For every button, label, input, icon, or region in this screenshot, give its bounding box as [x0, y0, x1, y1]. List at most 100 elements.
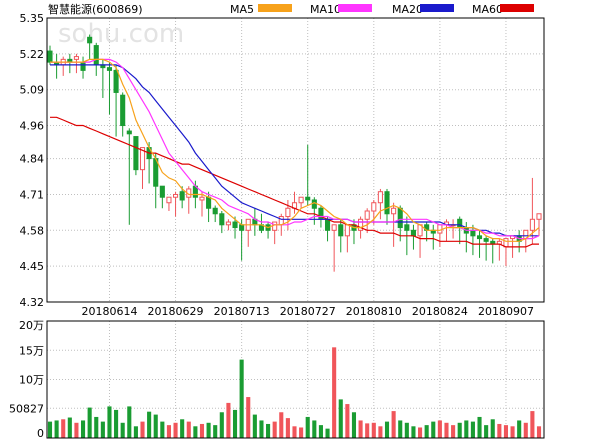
volume-bar-down	[80, 420, 86, 438]
volume-bar-down	[206, 422, 211, 438]
price-y-tick-label: 4.96	[20, 120, 45, 133]
candle	[126, 128, 132, 225]
volume-bar-up	[74, 422, 79, 438]
candle-body-down	[212, 207, 218, 215]
candle	[490, 238, 496, 264]
volume-panel: 20万 15万 10万 50827 0	[9, 319, 545, 440]
candle-body-down	[338, 224, 344, 237]
candle-body-down	[87, 36, 93, 44]
candle-body-down	[311, 199, 317, 209]
volume-bar-down	[305, 416, 310, 438]
volume-bar-up	[451, 425, 456, 438]
volume-bar-up	[365, 423, 370, 438]
candle	[364, 208, 370, 234]
volume-bar-up	[497, 423, 502, 438]
chart-header: 智慧能源(600869) MA5 MA10 MA20 MA60	[48, 2, 534, 16]
volume-bar-up	[503, 425, 509, 438]
candle	[443, 219, 450, 242]
volume-bar-down	[213, 425, 218, 438]
candle-body-up	[364, 210, 370, 220]
candle	[311, 197, 317, 225]
volume-bar-down	[477, 416, 482, 438]
candle-body-down	[305, 196, 311, 201]
volume-bar-down	[312, 420, 317, 438]
price-y-tick-label: 4.71	[20, 188, 45, 201]
candle	[212, 205, 218, 223]
candle	[470, 224, 476, 256]
legend-item-ma5: MA5	[230, 3, 292, 16]
volume-bar-up	[292, 426, 297, 438]
price-y-tick-label: 4.32	[20, 296, 45, 309]
volume-bar-up	[140, 421, 145, 438]
volume-bar-down	[398, 420, 403, 438]
volume-bar-down	[431, 421, 436, 438]
price-y-tick-label: 4.45	[20, 260, 45, 273]
date-tick-labels: 20180614 20180629 20180713 20180727 20180810…	[81, 305, 533, 318]
candle-body-down	[483, 238, 489, 242]
candle-body-down	[113, 69, 119, 93]
candle-body-down	[384, 191, 390, 215]
volume-bar-up	[437, 420, 442, 438]
volume-y-tick-label: 50827	[9, 402, 44, 415]
volume-bar-down	[411, 426, 416, 438]
candle	[351, 219, 357, 245]
volume-bar-up	[173, 422, 178, 438]
candle-body-up	[139, 147, 146, 171]
legend-item-ma10: MA10	[310, 3, 372, 16]
volume-bar-down	[404, 422, 409, 438]
candle	[483, 235, 489, 261]
volume-bar-down	[67, 417, 72, 438]
volume-bar-down	[100, 421, 105, 438]
volume-bar-up	[536, 426, 542, 438]
volume-bar-down	[87, 407, 92, 438]
volume-bar-up	[371, 422, 376, 438]
volume-bar-up	[444, 422, 449, 438]
volume-bar-down	[318, 425, 323, 438]
volume-bar-down	[490, 419, 495, 438]
candle-body-down	[80, 61, 86, 71]
volume-bar-up	[530, 411, 535, 438]
volume-bar-up	[345, 404, 350, 438]
candle-body-down	[106, 67, 113, 71]
legend-swatch	[420, 4, 454, 12]
candle-body-down	[206, 196, 212, 209]
candle	[536, 213, 542, 236]
candle	[450, 219, 456, 239]
legend-swatch	[338, 4, 372, 12]
candle-body-up	[285, 207, 291, 218]
price-y-tick-labels: 5.35 5.22 5.09 4.96 4.84 4.71 4.58 4.45 4.32	[20, 12, 45, 309]
candle	[496, 238, 502, 261]
candle	[67, 53, 73, 74]
candle-body-down	[470, 229, 476, 237]
candle-body-down	[126, 130, 132, 135]
volume-bar-up	[358, 420, 363, 438]
candle-body-up	[199, 196, 205, 201]
candle-body-down	[324, 218, 331, 231]
stock-title: 智慧能源(600869)	[48, 2, 143, 16]
candle-body-down	[159, 185, 165, 198]
volume-bar-down	[54, 420, 59, 438]
ma20-line	[50, 64, 539, 237]
volume-bar-down	[94, 416, 99, 438]
candle	[291, 191, 298, 214]
candle	[239, 219, 245, 261]
candle	[338, 219, 344, 253]
volume-bars	[47, 347, 542, 438]
volume-bar-down	[133, 426, 138, 438]
candle	[113, 64, 119, 137]
volume-bar-down	[457, 422, 462, 438]
volume-bar-up	[186, 421, 191, 438]
price-panel-frame	[46, 17, 545, 303]
candle-body-up	[166, 196, 172, 204]
candle	[159, 185, 165, 209]
volume-bar-down	[351, 412, 357, 438]
candle	[139, 147, 146, 189]
candle	[179, 186, 185, 209]
candle-body-up	[272, 221, 278, 231]
volume-bar-up	[285, 418, 290, 438]
candle	[437, 224, 443, 247]
volume-bar-up	[523, 422, 528, 438]
date-tick-label: 20180629	[148, 305, 204, 318]
candle-body-up	[529, 218, 535, 231]
